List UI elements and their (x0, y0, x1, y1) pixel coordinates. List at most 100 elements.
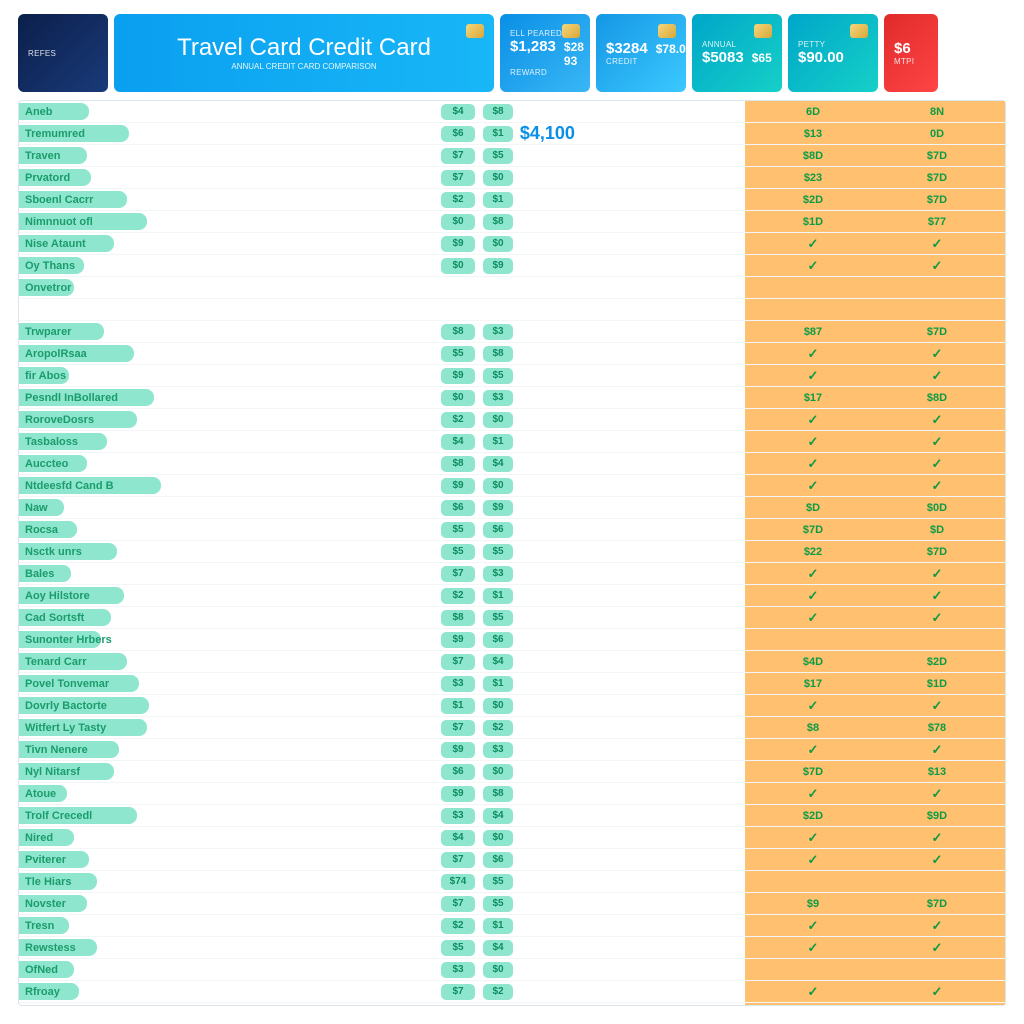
right-value: $7D (875, 326, 999, 338)
right-value: $7D (875, 546, 999, 558)
card-top: ELL PEARED (510, 29, 580, 38)
center-value-pill: $1 (483, 918, 513, 934)
center-value-pill: $9 (441, 742, 475, 758)
center-value-pill: $0 (483, 962, 513, 978)
center-value-pill: $2 (441, 918, 475, 934)
feature-label: Aneb (25, 106, 53, 118)
center-value-pill: $2 (441, 192, 475, 208)
feature-label: Nsctk unrs (25, 546, 82, 558)
checkmark-icon: ✓ (875, 742, 999, 758)
card-annual: ANNUAL $5083 $65 (692, 14, 782, 92)
feature-row-right: ✓✓ (745, 233, 1005, 255)
center-value-pill: $8 (441, 456, 475, 472)
checkmark-icon: ✓ (875, 566, 999, 582)
center-value-pill: $9 (483, 258, 513, 274)
card-red: $6 MTPI (884, 14, 938, 92)
right-value: $2D (751, 810, 875, 822)
feature-row-label: Trwparer (19, 321, 209, 343)
right-value: $13 (751, 128, 875, 140)
feature-row-right: ✓✓ (745, 409, 1005, 431)
center-value-pill: $1 (483, 676, 513, 692)
right-value: $87 (751, 326, 875, 338)
center-value-pill: $1 (441, 698, 475, 714)
feature-row-right: ✓✓ (745, 827, 1005, 849)
feature-label: Rewstess (25, 942, 76, 954)
comparison-page: REFES Travel Card Credit Card ANNUAL CRE… (0, 0, 1024, 1024)
feature-row-center (209, 299, 745, 321)
center-value-pill: $3 (483, 742, 513, 758)
feature-row-center: $8$4 (209, 453, 745, 475)
feature-row-right: ✓✓ (745, 783, 1005, 805)
feature-label: Nyl Nitarsf (25, 766, 80, 778)
center-value-pill: $8 (441, 324, 475, 340)
center-value-pill: $9 (441, 478, 475, 494)
checkmark-icon: ✓ (751, 940, 875, 956)
feature-label: Ntdeesfd Cand B (25, 480, 114, 492)
center-value-pill: $7 (441, 852, 475, 868)
center-value-pill: $0 (483, 478, 513, 494)
feature-row-right: $8D$7D (745, 145, 1005, 167)
checkmark-icon: ✓ (875, 588, 999, 604)
center-value-pill: $0 (483, 236, 513, 252)
card-amt: $3284 (606, 40, 648, 57)
checkmark-icon: ✓ (751, 918, 875, 934)
feature-row-center: $7$2 (209, 717, 745, 739)
center-value-pill: $5 (483, 874, 513, 890)
right-value: $78 (875, 722, 999, 734)
card-top: PETTY (798, 40, 868, 49)
right-value: $4D (751, 656, 875, 668)
card-amt: $1,283 (510, 38, 556, 55)
center-value-pill: $3 (483, 324, 513, 340)
right-value: $7D (875, 898, 999, 910)
feature-row-center: $1$0 (209, 695, 745, 717)
feature-row-label: Naw (19, 497, 209, 519)
right-value: $23 (751, 172, 875, 184)
feature-label: Dovrly Bactorte (25, 700, 107, 712)
feature-row-label: Sboenl Cacrr (19, 189, 209, 211)
feature-row-label: Auccteo (19, 453, 209, 475)
feature-label: Tasbaloss (25, 436, 78, 448)
feature-row-center: $8 $3 (209, 321, 745, 343)
feature-label: Rocsa (25, 524, 58, 536)
feature-row-center: $9$6 (209, 629, 745, 651)
card-ell: ELL PEARED $1,283 $28 93 REWARD (500, 14, 590, 92)
feature-row-right: 6D8N (745, 101, 1005, 123)
center-value-pill: $5 (483, 148, 513, 164)
checkmark-icon: ✓ (751, 478, 875, 494)
feature-label: Nise Ataunt (25, 238, 86, 250)
center-value-pill: $6 (441, 500, 475, 516)
checkmark-icon: ✓ (875, 368, 999, 384)
feature-label: Trwparer (25, 326, 71, 338)
card-blue2: $3284 $78.0 CREDIT (596, 14, 686, 92)
card-lbl: CREDIT (606, 57, 676, 66)
center-value-pill: $5 (483, 610, 513, 626)
center-value-pill: $3 (441, 808, 475, 824)
checkmark-icon: ✓ (751, 368, 875, 384)
right-value: $1D (875, 678, 999, 690)
feature-label: Nimnnuot ofl (25, 216, 93, 228)
center-value-pill: $3 (483, 566, 513, 582)
feature-row-right: $1D$77 (745, 211, 1005, 233)
feature-row-label: Aneb (19, 101, 209, 123)
feature-row-label: Nimnnuot ofl (19, 211, 209, 233)
feature-row-label: Nise Ataunt (19, 233, 209, 255)
center-value-pill: $0 (483, 170, 513, 186)
feature-label: Onvetror (25, 282, 71, 294)
checkmark-icon: ✓ (751, 742, 875, 758)
checkmark-icon: ✓ (751, 456, 875, 472)
feature-row-label: Traven (19, 145, 209, 167)
right-value: $7D (751, 766, 875, 778)
feature-row-label: Pesndl InBollared (19, 387, 209, 409)
center-value-pill: $4 (483, 654, 513, 670)
feature-row-label: Sunonter Hrbers (19, 629, 209, 651)
feature-label: Trolf Crecedl (25, 810, 92, 822)
center-value-pill: $7 (441, 148, 475, 164)
feature-row-right: $7D$D (745, 519, 1005, 541)
feature-row-right: $2D$9D (745, 805, 1005, 827)
feature-row-right: ✓✓ (745, 1003, 1005, 1005)
feature-row-label: Tle Hiars (19, 871, 209, 893)
center-value-pill: $5 (483, 368, 513, 384)
feature-row-label: Bales (19, 563, 209, 585)
feature-row-right: $87$7D (745, 321, 1005, 343)
feature-row-right (745, 959, 1005, 981)
